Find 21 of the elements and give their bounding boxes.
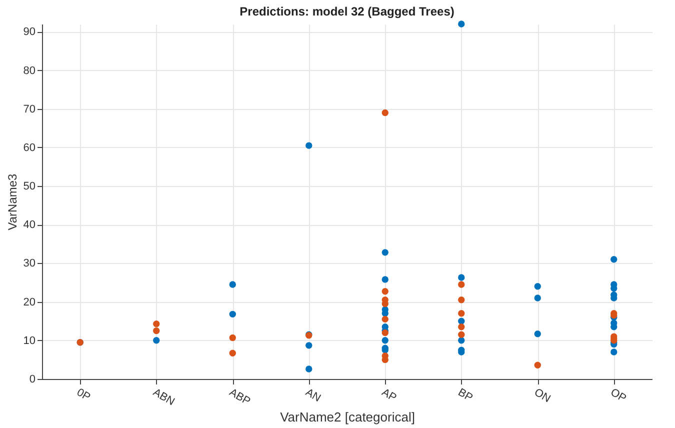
x-tick-label: AP: [380, 386, 398, 404]
y-tick-label: 0: [29, 374, 36, 386]
x-axis-title: VarName2 [categorical]: [280, 409, 415, 424]
x-tick-label: ABP: [227, 386, 252, 408]
x-tick-label: BP: [456, 386, 475, 404]
y-tick-label: 50: [23, 180, 36, 193]
x-tick-label: AN: [303, 386, 323, 405]
chart-title: Predictions: model 32 (Bagged Trees): [240, 4, 454, 19]
y-tick-label: 10: [23, 334, 36, 347]
x-tick-label: 0P: [74, 386, 92, 404]
x-tick-label: ON: [532, 386, 552, 406]
y-tick-label: 30: [23, 258, 36, 270]
x-tick-label: ABN: [150, 386, 177, 408]
x-tick-label: OP: [608, 386, 628, 405]
y-tick-label: 40: [23, 219, 36, 232]
y-tick-label: 20: [23, 296, 36, 308]
y-tick-label: 80: [23, 64, 36, 77]
y-tick-label: 60: [23, 142, 36, 154]
y-tick-label: 90: [23, 26, 36, 38]
y-axis-title: VarName3: [5, 173, 20, 230]
y-tick-label: 70: [23, 103, 36, 116]
